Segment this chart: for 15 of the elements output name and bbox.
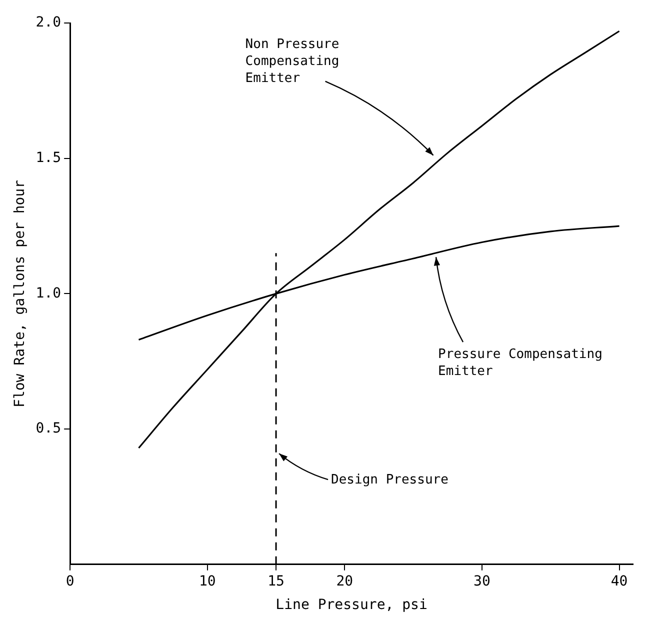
ref-line-label: Design Pressure — [331, 472, 449, 488]
x-tick-label: 40 — [610, 573, 628, 590]
y-tick-label: 1.0 — [36, 285, 62, 302]
y-tick-label: 0.5 — [36, 420, 62, 437]
annotation: Non Pressure Compensating Emitter — [245, 37, 340, 86]
x-tick-label: 20 — [336, 573, 354, 590]
x-tick-label: 10 — [198, 573, 216, 590]
x-tick-label: 30 — [474, 573, 490, 590]
x-tick-label: 15 — [268, 573, 284, 590]
x-axis-title: Line Pressure, psi — [276, 597, 428, 614]
y-tick-label: 2.0 — [36, 14, 62, 31]
annotation: Pressure Compensating Emitter — [438, 346, 602, 379]
y-axis-title: Flow Rate, gallons per hour — [12, 180, 28, 408]
x-tick-label: 0 — [66, 573, 74, 590]
y-tick-label: 1.5 — [36, 150, 62, 166]
